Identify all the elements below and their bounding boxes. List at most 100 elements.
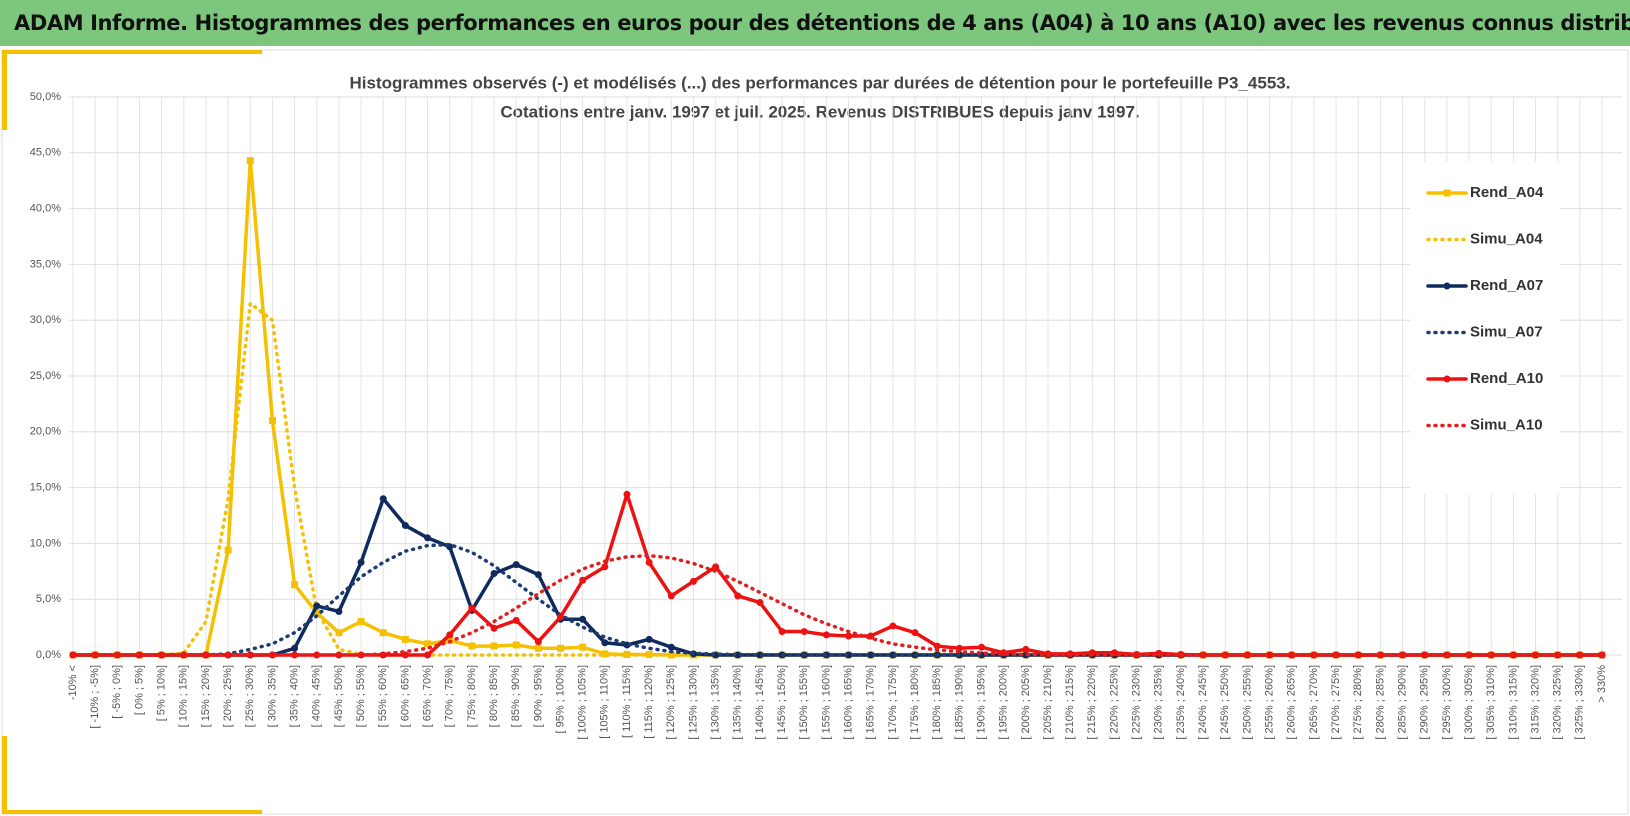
marker xyxy=(845,651,853,659)
x-tick-label: [ 195% ; 200%] xyxy=(998,665,1010,740)
marker xyxy=(490,570,498,578)
marker xyxy=(579,615,587,623)
corner-accent xyxy=(2,810,262,814)
x-tick-label: [ 290% ; 295%] xyxy=(1419,665,1431,740)
x-tick-label: [ 80% ; 85%] xyxy=(488,665,500,727)
chart-title: Histogrammes observés (-) et modélisés (… xyxy=(350,73,1291,92)
marker xyxy=(889,651,897,659)
marker xyxy=(335,607,343,615)
marker xyxy=(379,495,387,503)
series-line xyxy=(71,492,1604,657)
marker xyxy=(291,581,299,589)
marker xyxy=(1509,651,1517,659)
marker xyxy=(291,651,299,659)
marker xyxy=(645,635,653,643)
x-tick-label: [ 75% ; 80%] xyxy=(466,665,478,727)
y-tick-label: 15,0% xyxy=(30,482,61,494)
marker xyxy=(313,609,321,617)
x-tick-label: [ 70% ; 75%] xyxy=(444,665,456,727)
marker xyxy=(601,639,609,647)
x-tick-label: [ 320% ; 325%] xyxy=(1552,665,1564,740)
marker xyxy=(468,642,476,650)
x-tick-label: [ 135% ; 140%] xyxy=(732,665,744,740)
x-tick-label: [ 110% ; 115%] xyxy=(621,665,633,738)
marker xyxy=(446,631,454,639)
marker xyxy=(158,651,166,659)
marker xyxy=(933,642,941,650)
x-tick-label: [ 165% ; 170%] xyxy=(865,665,877,740)
x-tick-label: [ 230% ; 235%] xyxy=(1153,665,1165,740)
x-tick-label: [ 210% ; 215%] xyxy=(1064,665,1076,740)
x-tick-label: [ 205% ; 210%] xyxy=(1042,665,1054,740)
x-tick-label: [ 265% ; 270%] xyxy=(1308,665,1320,740)
x-tick-label: [ 50% ; 55%] xyxy=(355,665,367,727)
x-tick-label: [ 140% ; 145%] xyxy=(754,665,766,740)
marker xyxy=(424,651,432,659)
marker xyxy=(401,522,409,530)
marker xyxy=(401,635,409,643)
x-tick-label: -10% < xyxy=(67,665,79,700)
marker xyxy=(712,563,720,571)
x-tick-label: [ 155% ; 160%] xyxy=(820,665,832,740)
x-tick-label: [ 285% ; 290%] xyxy=(1396,665,1408,740)
marker xyxy=(313,602,321,610)
marker xyxy=(689,577,697,585)
x-tick-label: [ 180% ; 185%] xyxy=(931,665,943,740)
x-tick-label: [ 170% ; 175%] xyxy=(887,665,899,740)
x-tick-label: [ 5% ; 10%] xyxy=(156,665,168,721)
x-tick-label: [ 35% ; 40%] xyxy=(289,665,301,727)
x-tick-label: [ 280% ; 285%] xyxy=(1374,665,1386,740)
marker xyxy=(490,624,498,632)
x-tick-label: [ 65% ; 70%] xyxy=(421,665,433,727)
x-tick-label: [ 55% ; 60%] xyxy=(377,665,389,727)
marker xyxy=(379,629,387,637)
y-tick-label: 50,0% xyxy=(30,91,61,103)
x-tick-label: [ 255% ; 260%] xyxy=(1264,665,1276,740)
legend-marker xyxy=(1443,282,1451,290)
marker xyxy=(424,640,432,648)
marker xyxy=(357,558,365,566)
marker xyxy=(468,604,476,612)
marker xyxy=(601,650,609,658)
y-tick-label: 10,0% xyxy=(30,537,61,549)
x-tick-label: [ 120% ; 125%] xyxy=(665,665,677,740)
x-tick-label: [ 125% ; 130%] xyxy=(687,665,699,740)
y-tick-label: 0,0% xyxy=(36,649,61,661)
legend-marker xyxy=(1443,189,1451,197)
y-tick-label: 35,0% xyxy=(30,258,61,270)
x-tick-label: [ 270% ; 275%] xyxy=(1330,665,1342,740)
x-tick-label: [ -5% ; 0%] xyxy=(111,665,123,719)
chart: Histogrammes observés (-) et modélisés (… xyxy=(1,49,1629,815)
x-tick-label: [ 250% ; 255%] xyxy=(1241,665,1253,740)
corner-accent xyxy=(2,736,7,814)
marker xyxy=(534,638,542,646)
x-tick-label: [ 225% ; 230%] xyxy=(1131,665,1143,740)
marker xyxy=(490,642,498,650)
x-tick-label: [ -10% ; -5%] xyxy=(89,665,101,729)
marker xyxy=(1399,651,1407,659)
legend-label: Simu_A10 xyxy=(1470,416,1543,433)
marker xyxy=(911,629,919,637)
x-tick-label: [ 115% ; 120%] xyxy=(643,665,655,739)
marker xyxy=(734,651,742,659)
x-tick-label: [ 0% ; 5%] xyxy=(133,665,145,715)
marker xyxy=(734,592,742,600)
legend-label: Rend_A10 xyxy=(1470,370,1543,387)
x-tick-label: [ 160% ; 165%] xyxy=(842,665,854,740)
x-tick-label: [ 190% ; 195%] xyxy=(975,665,987,740)
marker xyxy=(557,644,565,652)
y-tick-label: 25,0% xyxy=(30,370,61,382)
y-tick-label: 40,0% xyxy=(30,203,61,215)
marker xyxy=(601,563,609,571)
header-title: ADAM Informe. Histogrammes des performan… xyxy=(0,0,1630,46)
x-tick-label: [ 130% ; 135%] xyxy=(710,665,722,740)
marker xyxy=(1532,651,1540,659)
marker xyxy=(268,651,276,659)
marker xyxy=(246,157,254,165)
y-tick-label: 45,0% xyxy=(30,147,61,159)
x-tick-label: [ 20% ; 25%] xyxy=(222,665,234,727)
x-tick-label: [ 245% ; 250%] xyxy=(1219,665,1231,740)
legend-label: Simu_A07 xyxy=(1470,323,1543,340)
marker xyxy=(534,644,542,652)
